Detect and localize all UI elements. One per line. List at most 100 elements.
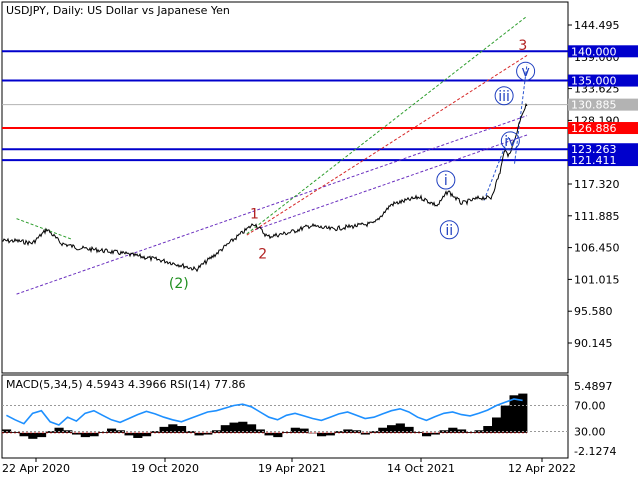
macd-tick-label-1: -2.1274: [574, 445, 616, 458]
macd-bar-35: [308, 432, 318, 434]
wave-circle-6: [500, 131, 520, 151]
level-tag-label-4: 123.263: [571, 143, 617, 156]
macd-bar-13: [115, 430, 125, 433]
macd-bar-22: [194, 432, 204, 436]
wave-label-3: i: [444, 173, 448, 189]
trendline-0: [16, 115, 528, 295]
chart-title: USDJPY, Daily: US Dollar vs Japanese Yen: [6, 4, 230, 17]
price-levels: [2, 50, 568, 162]
macd-bar-14: [124, 432, 134, 436]
time-tick-label-2: 19 Apr 2021: [258, 462, 326, 475]
level-tag-label-3: 126.886: [571, 122, 617, 135]
macd-bar-9: [80, 432, 90, 438]
price-tick-label-7: 101.015: [574, 273, 620, 286]
macd-bar-15: [133, 432, 143, 438]
macd-bar-26: [229, 422, 239, 433]
level-tag-label-5: 121.411: [571, 154, 617, 167]
macd-bar-40: [352, 430, 362, 433]
level-tag-label-2: 130.885: [571, 99, 617, 112]
rsi-level-label-1: 30.00: [574, 426, 606, 439]
macd-bar-8: [72, 432, 82, 435]
trendline-3: [246, 15, 528, 235]
macd-bar-23: [203, 432, 213, 435]
price-tick-label-4: 117.320: [574, 178, 620, 191]
macd-bar-28: [247, 424, 257, 433]
macd-bar-24: [212, 430, 222, 433]
trendline-5: [483, 135, 510, 201]
macd-bar-19: [168, 424, 178, 433]
macd-bar-6: [54, 427, 64, 433]
wave-label-6: iv: [504, 134, 516, 150]
macd-bar-2: [19, 432, 29, 437]
macd-bar-12: [107, 428, 117, 433]
price-series-line: [1, 103, 528, 273]
macd-bar-18: [159, 426, 169, 433]
macd-bar-49: [430, 432, 440, 435]
rsi-line: [6, 398, 523, 426]
macd-bar-30: [264, 432, 274, 436]
macd-bar-55: [483, 426, 493, 433]
macd-bar-34: [299, 428, 309, 433]
level-tag-bg-2: [568, 98, 638, 111]
macd-bar-32: [282, 431, 292, 433]
macd-bar-47: [413, 431, 423, 433]
price-tick-label-5: 111.885: [574, 210, 620, 223]
time-tick-label-4: 12 Apr 2022: [508, 462, 576, 475]
macd-bar-4: [37, 432, 47, 438]
wave-label-8: 3: [518, 38, 527, 54]
macd-bar-27: [238, 421, 248, 433]
level-tag-bg-5: [568, 154, 638, 167]
wave-label-0: 1: [250, 206, 259, 222]
time-tick-label-3: 14 Oct 2021: [387, 462, 455, 475]
macd-bar-29: [255, 429, 265, 433]
macd-bar-45: [395, 423, 405, 433]
macd-bar-52: [457, 429, 467, 433]
macd-bar-11: [98, 431, 108, 433]
price-tick-label-6: 106.450: [574, 242, 620, 255]
level-tag-bg-0: [568, 45, 638, 58]
price-panel: [1, 1, 569, 374]
wave-label-7: v: [521, 64, 529, 80]
macd-bar-41: [360, 432, 370, 435]
level-tag-bg-1: [568, 74, 638, 87]
price-level-tags: 140.000 135.000 130.885 126.886 123.263121.4…: [568, 45, 638, 167]
price-axis-ticks: 144.495139.060133.625128.190117.320111.8…: [568, 19, 620, 350]
macd-bar-25: [220, 425, 230, 433]
macd-bar-33: [290, 427, 300, 433]
wave-label-1: 2: [258, 247, 267, 263]
indicator-title: MACD(5,34,5) 4.5943 4.3966 RSI(14) 77.86: [6, 378, 245, 391]
price-tick-label-0: 144.495: [574, 19, 620, 32]
wave-label-5: iii: [498, 89, 510, 105]
indicator-plot: 70.00 30.00: [2, 393, 606, 439]
macd-bar-43: [378, 427, 388, 433]
macd-bar-1: [10, 431, 20, 433]
macd-bar-50: [439, 430, 449, 433]
level-tag-label-1: 135.000: [571, 75, 617, 88]
macd-bar-16: [142, 432, 152, 437]
wave-label-4: ii: [445, 223, 453, 239]
level-tag-bg-3: [568, 122, 638, 135]
macd-axis-ticks: 5.4897 -2.1274: [574, 380, 616, 458]
macd-bar-3: [28, 432, 38, 439]
price-tick-label-8: 95.580: [574, 305, 613, 318]
trendlines: [16, 15, 528, 295]
wave-label-2: (2): [169, 276, 189, 292]
macd-tick-label-0: 5.4897: [574, 380, 613, 393]
wave-circle-4: [439, 220, 459, 240]
wave-circle-5: [494, 86, 514, 106]
macd-bar-51: [448, 427, 458, 433]
trendline-1: [254, 134, 528, 231]
level-tag-bg-4: [568, 143, 638, 156]
time-tick-label-0: 22 Apr 2020: [2, 462, 70, 475]
macd-bar-20: [177, 426, 187, 433]
macd-bar-48: [422, 432, 432, 437]
price-tick-label-9: 90.145: [574, 337, 613, 350]
macd-bar-10: [89, 432, 99, 437]
macd-bar-58: [509, 395, 519, 433]
trendline-2: [246, 54, 528, 236]
macd-bar-59: [518, 393, 528, 433]
macd-bar-53: [465, 431, 475, 433]
macd-bar-44: [387, 425, 397, 433]
